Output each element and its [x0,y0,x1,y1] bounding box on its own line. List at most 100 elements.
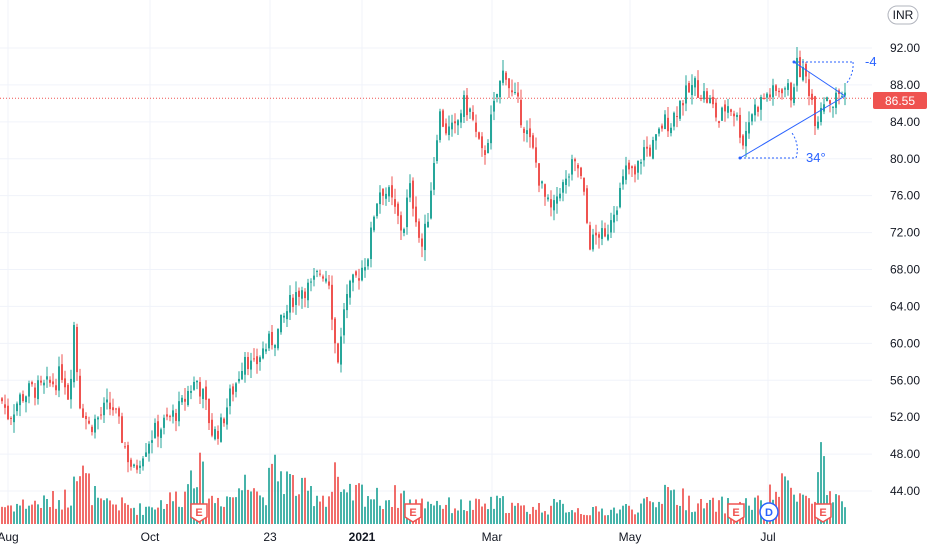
volume-bar [142,514,144,524]
volume-bar [580,514,582,524]
candle-body [526,130,528,135]
candle-body [508,78,510,89]
candle-body [55,385,57,391]
volume-bar [574,512,576,524]
volume-bar [424,508,426,524]
volume-bar [148,506,150,524]
volume-bar [589,515,591,524]
volume-bar [802,494,804,524]
earnings-marker[interactable]: E [727,503,745,523]
volume-bar [472,509,474,524]
triangle-drawing[interactable] [738,60,854,160]
lower-angle-label: 34° [806,150,826,165]
y-tick-label: 60.00 [890,336,920,350]
upper-angle-label: -4 [865,54,877,69]
candle-body [262,348,264,359]
volume-bar [535,509,537,524]
candle-body [91,426,93,433]
volume-bar [631,509,633,524]
volume-bar [70,505,72,524]
earnings-marker[interactable]: E [814,503,832,523]
volume-bar [172,501,174,524]
candle-body [145,452,147,457]
volume-bar [40,507,42,524]
candle-body [103,402,105,416]
candle-body [727,106,729,113]
time-axis[interactable]: Aug Oct 23 2021 Mar May Jul [0,530,776,544]
candle-body [64,378,66,388]
volume-bar [133,507,135,524]
candle-body [583,177,585,192]
volume-bar [103,500,105,524]
candle-body [298,290,300,297]
candle-body [547,197,549,200]
volume-bar [667,487,669,524]
volume-bar [169,492,171,524]
volume-bar [109,500,111,524]
volume-bar [679,505,681,524]
volume-bar [520,505,522,524]
candle-body [385,193,387,199]
volume-bar [601,508,603,524]
candle-body [721,107,723,121]
volume-bar [229,497,231,524]
candle-body [634,166,636,175]
volume-bar [364,506,366,524]
candle-body [331,284,333,320]
candle-body [22,394,24,402]
candle-body [637,160,639,173]
earnings-marker[interactable]: E [404,503,422,523]
volume-bar [526,511,528,524]
volume-bars [1,442,846,524]
candle-body [358,278,360,281]
volume-bar [139,503,141,524]
candle-body [487,142,489,154]
volume-bar [757,495,759,524]
volume-bar [616,513,618,524]
volume-bar [250,491,252,524]
volume-bar [799,493,801,524]
candle-body [7,405,9,420]
volume-bar [820,442,822,524]
volume-bar [175,491,177,524]
volume-bar [151,507,153,524]
volume-bar [298,494,300,524]
candle-body [439,111,441,140]
candle-body [115,408,117,410]
volume-bar [394,485,396,524]
anchor-point [738,156,742,160]
candle-body [193,381,195,390]
volume-bar [391,506,393,524]
candle-body [85,415,87,420]
candle-body [544,184,546,197]
candle-body [613,214,615,223]
volume-bar [562,503,564,524]
volume-bar [184,491,186,524]
y-tick-label: 56.00 [890,373,920,387]
currency-badge[interactable]: INR [887,5,919,25]
candle-body [373,216,375,231]
candle-body [286,311,288,320]
volume-bar [136,514,138,524]
candle-body [592,234,594,250]
candle-body [568,176,570,178]
volume-bar [808,498,810,524]
candle-body [580,167,582,177]
volume-bar [259,495,261,524]
volume-bar [211,495,213,524]
volume-bar [505,513,507,524]
price-axis[interactable]: 92.00 88.00 84.00 80.00 76.00 72.00 68.00 64.00… [890,41,920,498]
candle-body [796,57,798,86]
angle-arc [845,61,854,85]
candle-body [793,87,795,103]
volume-bar [586,515,588,524]
candle-body [388,187,390,197]
candle-body [301,290,303,299]
dividend-marker[interactable]: D [759,502,779,522]
volume-bar [55,508,57,524]
last-price-value: 86.55 [885,94,915,108]
volume-bar [430,503,432,524]
earnings-marker[interactable]: E [190,503,208,523]
